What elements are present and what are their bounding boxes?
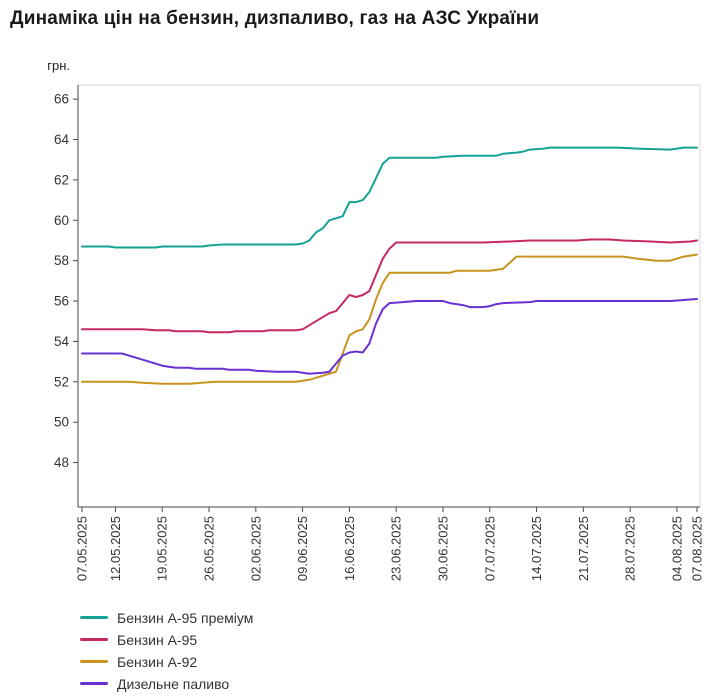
legend-swatch	[80, 682, 108, 685]
chart-legend: Бензин А-95 преміум Бензин А-95 Бензин А…	[80, 608, 253, 693]
price-chart: грн. 48 50 52 54 56 58 60 62 64 66 07.05.2025 12.05.…	[47, 58, 705, 581]
svg-text:19.05.2025: 19.05.2025	[155, 516, 170, 581]
chart-title: Динаміка цін на бензин, дизпаливо, газ н…	[10, 8, 540, 29]
svg-text:грн.: грн.	[47, 58, 70, 73]
svg-text:14.07.2025: 14.07.2025	[529, 516, 544, 581]
svg-text:52: 52	[54, 374, 69, 389]
legend-label: Бензин А-95 преміум	[117, 609, 254, 626]
legend-item-diesel[interactable]: Дизельне паливо	[80, 674, 253, 693]
svg-text:54: 54	[54, 334, 70, 349]
svg-text:04.08.2025: 04.08.2025	[669, 516, 684, 581]
svg-text:64: 64	[54, 132, 70, 147]
legend-item-benzin-a95-premium[interactable]: Бензин А-95 преміум	[80, 608, 253, 627]
svg-text:26.05.2025: 26.05.2025	[202, 516, 217, 581]
svg-text:60: 60	[54, 213, 69, 228]
svg-text:21.07.2025: 21.07.2025	[576, 516, 591, 581]
legend-swatch	[80, 616, 108, 619]
svg-text:28.07.2025: 28.07.2025	[623, 516, 638, 581]
svg-text:48: 48	[54, 455, 69, 470]
svg-text:07.08.2025: 07.08.2025	[690, 516, 705, 581]
svg-text:12.05.2025: 12.05.2025	[108, 516, 123, 581]
svg-text:09.06.2025: 09.06.2025	[295, 516, 310, 581]
svg-text:58: 58	[54, 253, 69, 268]
legend-label: Дизельне паливо	[117, 675, 230, 692]
svg-text:66: 66	[54, 92, 69, 107]
svg-text:50: 50	[54, 415, 69, 430]
svg-text:23.06.2025: 23.06.2025	[389, 516, 404, 581]
legend-item-benzin-a95[interactable]: Бензин А-95	[80, 630, 253, 649]
legend-label: Бензин А-95	[117, 631, 198, 648]
svg-text:62: 62	[54, 172, 69, 187]
legend-item-benzin-a92[interactable]: Бензин А-92	[80, 652, 253, 671]
legend-swatch	[80, 660, 108, 663]
legend-swatch	[80, 638, 108, 641]
svg-text:30.06.2025: 30.06.2025	[435, 516, 450, 581]
svg-text:56: 56	[54, 294, 69, 309]
svg-text:07.07.2025: 07.07.2025	[482, 516, 497, 581]
svg-text:07.05.2025: 07.05.2025	[75, 516, 90, 581]
legend-label: Бензин А-92	[117, 653, 198, 670]
svg-text:02.06.2025: 02.06.2025	[248, 516, 263, 581]
svg-text:16.06.2025: 16.06.2025	[342, 516, 357, 581]
